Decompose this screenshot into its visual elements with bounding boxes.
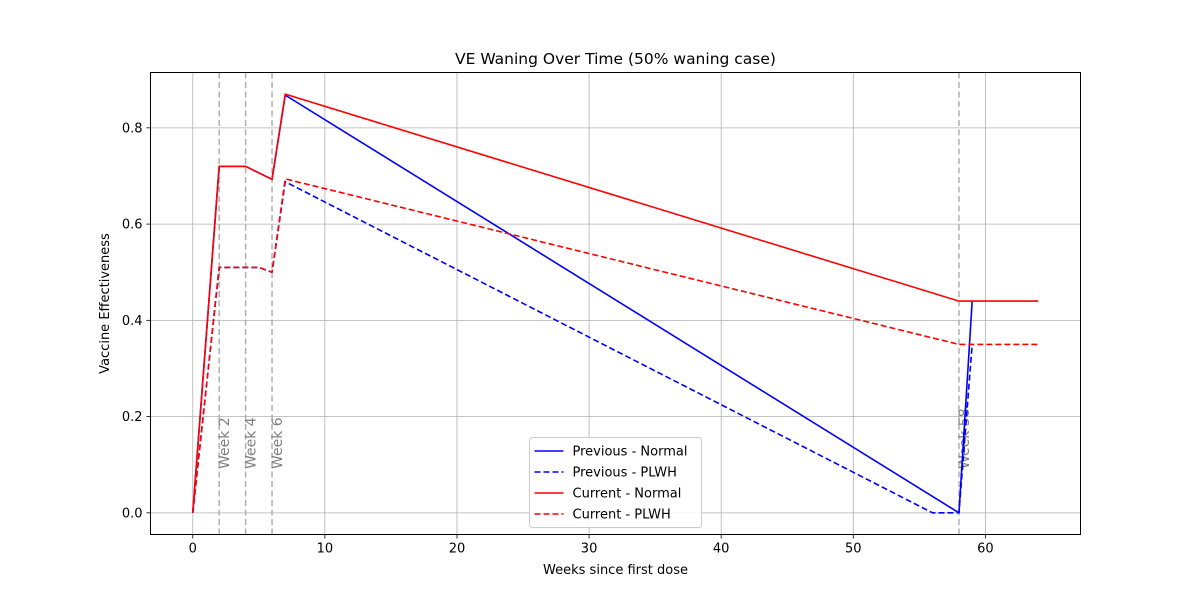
- x-axis-label: Weeks since first dose: [543, 563, 688, 578]
- plot-frame: [150, 72, 1081, 535]
- legend: Previous - Normal Previous - PLWH Current …: [529, 437, 702, 528]
- legend-label: Current - Normal: [573, 487, 682, 502]
- legend-box: [529, 437, 702, 528]
- grid-layer: [150, 72, 1081, 535]
- x-tick-label: 20: [449, 542, 466, 557]
- x-tick-label: 50: [845, 542, 862, 557]
- y-tick-label: 0.6: [122, 218, 143, 233]
- series-line: [191, 178, 1039, 513]
- vertical-markers: Week 2 Week 4 Week 6 Week 58: [217, 72, 973, 535]
- legend-label: Current - PLWH: [573, 508, 671, 523]
- x-tick-label: 30: [581, 542, 598, 557]
- week-marker-label: Week 2: [217, 417, 233, 469]
- week-marker-label: Week 4: [244, 417, 260, 469]
- x-tick-label: 10: [317, 542, 334, 557]
- x-tick-label: 0: [189, 542, 197, 557]
- y-tick-label: 0.0: [122, 506, 143, 521]
- y-tick-label: 0.4: [122, 314, 143, 329]
- legend-label: Previous - PLWH: [573, 466, 677, 481]
- series-layer: [191, 93, 1039, 514]
- tick-layer: 0 10 20 30 40 50 60 0.0 0.2 0.4 0.6 0.8: [122, 121, 994, 556]
- series-line: [191, 93, 1039, 513]
- week-marker-label: Week 6: [270, 417, 286, 469]
- x-tick-label: 40: [713, 542, 730, 557]
- y-tick-label: 0.8: [122, 121, 143, 136]
- y-tick-label: 0.2: [122, 410, 143, 425]
- chart-title: VE Waning Over Time (50% waning case): [455, 50, 776, 68]
- y-axis-label: Vaccine Effectiveness: [98, 233, 113, 374]
- x-tick-label: 60: [977, 542, 994, 557]
- legend-label: Previous - Normal: [573, 445, 688, 460]
